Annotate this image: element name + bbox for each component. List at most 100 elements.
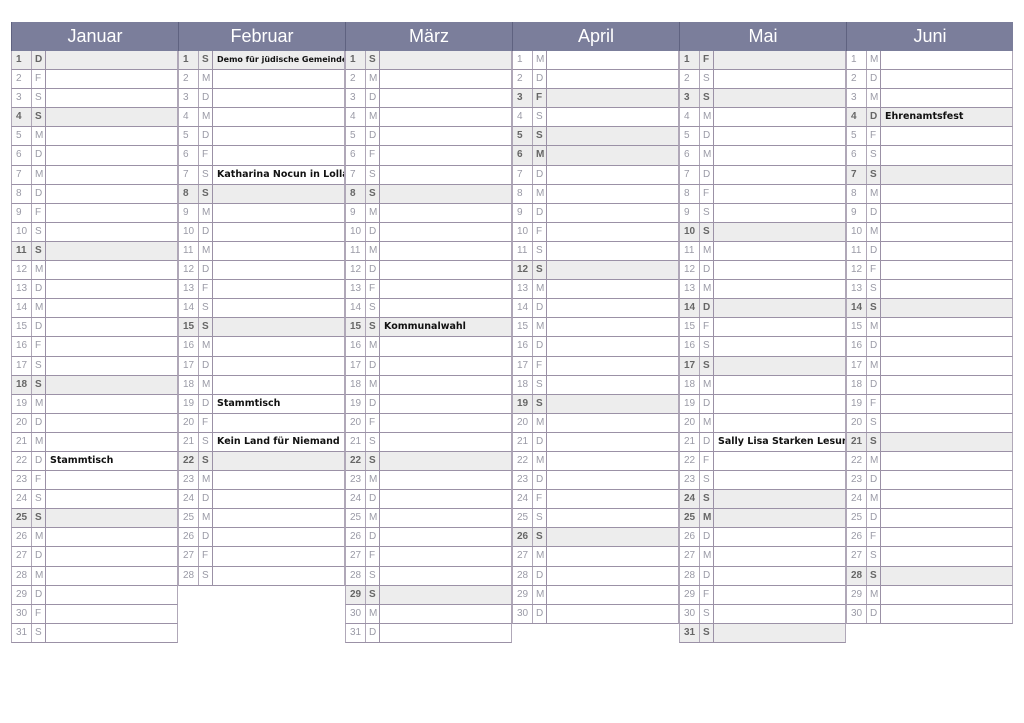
day-row[interactable]: 9 <box>11 203 178 223</box>
event-cell[interactable] <box>380 166 511 184</box>
day-row[interactable]: 28 <box>11 566 178 586</box>
day-row[interactable]: 13 <box>11 280 178 300</box>
day-row[interactable]: 11 <box>846 241 1013 262</box>
event-cell[interactable] <box>714 452 845 470</box>
event-cell[interactable] <box>714 204 845 222</box>
event-cell[interactable] <box>881 452 1012 470</box>
day-row[interactable]: 15 Kommunalwahl <box>345 318 512 338</box>
event-cell[interactable] <box>380 185 511 203</box>
event-cell[interactable] <box>380 242 511 260</box>
day-row[interactable]: 18 <box>512 375 679 395</box>
day-row[interactable]: 3 <box>679 89 846 109</box>
day-row[interactable]: 4 <box>512 108 679 128</box>
event-cell[interactable] <box>213 242 344 260</box>
event-cell[interactable] <box>46 395 177 413</box>
event-cell[interactable] <box>213 414 344 432</box>
day-row[interactable]: 23 <box>846 471 1013 491</box>
day-row[interactable]: 2 <box>178 70 345 90</box>
day-row[interactable]: 28 <box>846 566 1013 586</box>
day-row[interactable]: 2 <box>345 70 512 90</box>
day-row[interactable]: 5 <box>846 127 1013 147</box>
event-cell[interactable] <box>547 185 678 203</box>
event-cell[interactable] <box>714 395 845 413</box>
day-row[interactable]: 2 <box>846 70 1013 90</box>
day-row[interactable]: 19 Stammtisch <box>178 394 345 414</box>
event-cell[interactable] <box>380 89 511 107</box>
event-cell[interactable] <box>714 185 845 203</box>
day-row[interactable]: 26 <box>512 528 679 548</box>
day-row[interactable]: 17 <box>846 356 1013 376</box>
event-cell[interactable] <box>380 357 511 375</box>
day-row[interactable]: 23 <box>178 471 345 491</box>
day-row[interactable]: 13 <box>345 280 512 300</box>
day-row[interactable]: 20 <box>846 413 1013 433</box>
day-row[interactable]: 24 <box>846 490 1013 510</box>
event-cell[interactable] <box>46 242 177 260</box>
event-cell[interactable] <box>213 318 344 336</box>
day-row[interactable]: 24 <box>178 490 345 510</box>
day-row[interactable]: 19 <box>846 394 1013 414</box>
event-cell[interactable] <box>46 586 177 604</box>
event-cell[interactable] <box>547 146 678 164</box>
event-cell[interactable] <box>547 127 678 145</box>
day-row[interactable]: 16 <box>11 337 178 357</box>
event-cell[interactable] <box>881 490 1012 508</box>
event-cell[interactable] <box>547 452 678 470</box>
event-cell[interactable] <box>714 528 845 546</box>
event-cell[interactable] <box>46 204 177 222</box>
day-row[interactable]: 7 <box>512 165 679 185</box>
day-row[interactable]: 10 <box>679 222 846 242</box>
day-row[interactable]: 1 <box>11 51 178 71</box>
event-cell[interactable] <box>714 414 845 432</box>
event-cell[interactable] <box>881 509 1012 527</box>
event-cell[interactable] <box>213 509 344 527</box>
event-cell[interactable] <box>881 395 1012 413</box>
event-cell[interactable] <box>547 414 678 432</box>
day-row[interactable]: 27 <box>679 547 846 567</box>
day-row[interactable]: 18 <box>11 375 178 395</box>
event-cell[interactable] <box>547 204 678 222</box>
day-row[interactable]: 9 <box>345 203 512 223</box>
day-row[interactable]: 2 <box>11 70 178 90</box>
day-row[interactable]: 16 <box>679 337 846 357</box>
day-row[interactable]: 24 <box>11 490 178 510</box>
event-cell[interactable] <box>881 51 1012 69</box>
day-row[interactable]: 3 <box>178 89 345 109</box>
day-row[interactable]: 10 <box>11 222 178 242</box>
event-cell[interactable] <box>46 624 177 642</box>
event-cell[interactable] <box>714 547 845 565</box>
event-cell[interactable] <box>213 146 344 164</box>
day-row[interactable]: 15 <box>512 318 679 338</box>
day-row[interactable]: 25 <box>679 509 846 529</box>
day-row[interactable]: 22 <box>345 451 512 472</box>
event-cell[interactable] <box>380 624 511 642</box>
day-row[interactable]: 2 <box>512 70 679 90</box>
event-cell[interactable] <box>714 490 845 508</box>
event-cell[interactable]: Stammtisch <box>217 397 281 409</box>
event-cell[interactable] <box>380 547 511 565</box>
day-row[interactable]: 11 <box>345 241 512 262</box>
event-cell[interactable] <box>714 299 845 317</box>
event-cell[interactable] <box>380 280 511 298</box>
event-cell[interactable] <box>380 204 511 222</box>
event-cell[interactable] <box>380 127 511 145</box>
day-row[interactable]: 31 <box>11 623 178 643</box>
day-row[interactable]: 7 <box>11 165 178 185</box>
day-row[interactable]: 18 <box>345 375 512 395</box>
event-cell[interactable] <box>881 433 1012 451</box>
day-row[interactable]: 7 <box>846 165 1013 185</box>
day-row[interactable]: 18 <box>178 375 345 395</box>
event-cell[interactable] <box>714 318 845 336</box>
event-cell[interactable] <box>213 204 344 222</box>
event-cell[interactable] <box>380 299 511 317</box>
day-row[interactable]: 14 <box>512 299 679 319</box>
event-cell[interactable] <box>46 471 177 489</box>
day-row[interactable]: 3 <box>512 89 679 109</box>
event-cell[interactable] <box>547 337 678 355</box>
event-cell[interactable] <box>380 509 511 527</box>
day-row[interactable]: 30 <box>345 604 512 624</box>
event-cell[interactable] <box>714 70 845 88</box>
event-cell[interactable] <box>380 261 511 279</box>
day-row[interactable]: 28 <box>512 566 679 586</box>
day-row[interactable]: 15 <box>11 318 178 338</box>
